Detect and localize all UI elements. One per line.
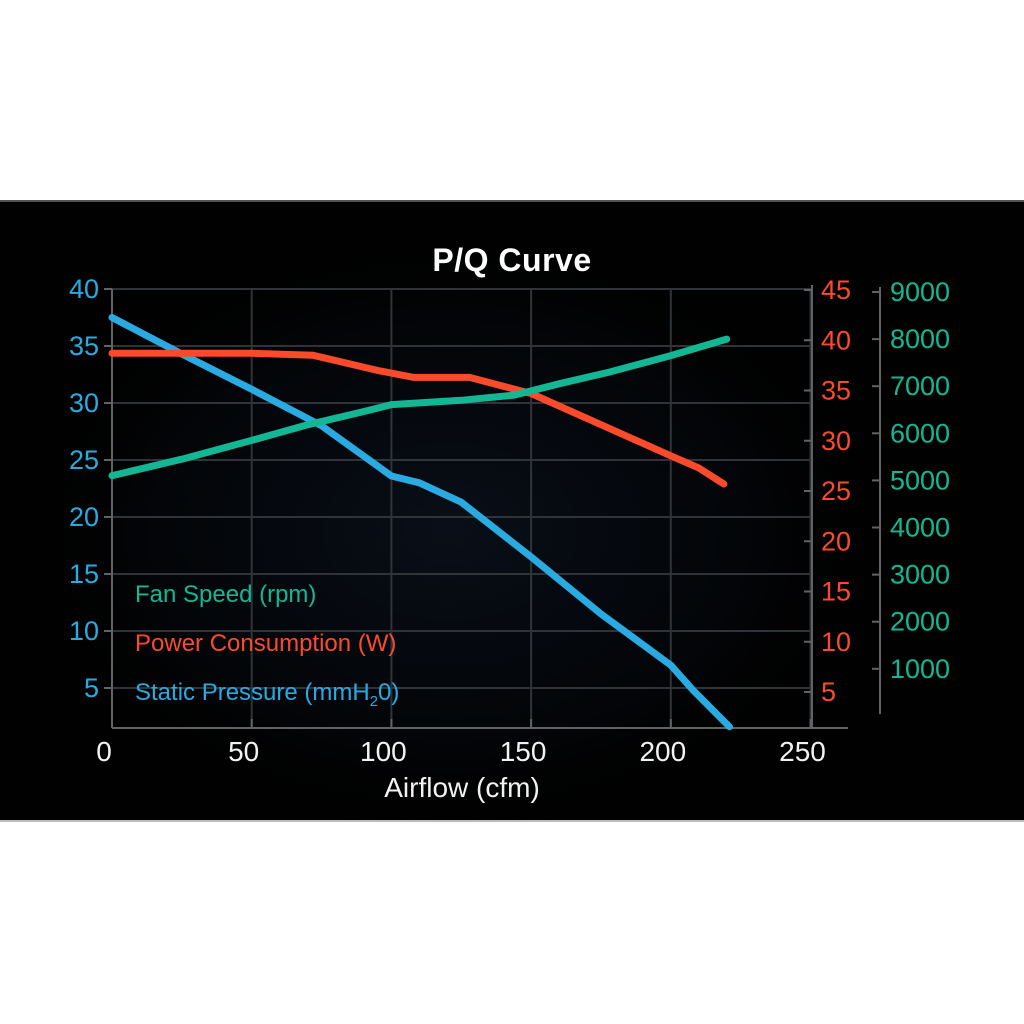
static-pressure-curve [108,314,733,731]
left-axis-tick-label: 15 [69,559,99,589]
x-axis-title: Airflow (cfm) [384,772,540,803]
left-axis-tick-label: 30 [69,388,99,418]
power-axis-tick-label: 40 [821,325,851,355]
legend-static-pressure-subscript: 2 [369,693,378,710]
plot-glow [20,232,880,824]
chart-panel: 40 35 30 25 20 15 10 5 45 40 35 30 25 20 15 10 5 9000 8000… [0,200,1024,824]
fan-speed-axis-tick-label: 5000 [890,465,950,495]
fan-speed-axis-tick-label: 6000 [890,418,950,448]
fan-speed-axis-tick-label: 8000 [890,324,950,354]
fan-speed-axis-tick-label: 7000 [890,371,950,401]
x-axis-tick-label: 50 [228,736,259,767]
power-axis-tick-label: 15 [821,577,851,607]
x-axis-tick-label: 250 [779,736,826,767]
fan-speed-axis-tick-label: 3000 [890,560,950,590]
x-axis-tick-label: 200 [639,736,686,767]
legend: Fan Speed (rpm) Power Consumption (W) St… [135,580,399,727]
fan-speed-axis-tick-label: 4000 [890,513,950,543]
chart-title: P/Q Curve [432,242,592,278]
x-axis-tick-label: 100 [360,736,407,767]
left-axis-tick-label: 10 [69,616,99,646]
fan-speed-axis-tick-label: 1000 [890,654,950,684]
legend-item-power: Power Consumption (W) [135,630,397,657]
chart-svg: 4035302520151054540353025201510590008000… [20,232,950,824]
x-axis-tick-label: 150 [500,736,547,767]
legend-static-pressure-text: Static Pressure (mmH [135,679,370,706]
legend-static-pressure-text-end: 0) [377,679,400,706]
fan-speed-axis-tick-label: 9000 [890,277,950,307]
power-axis-tick-label: 25 [821,476,851,506]
power-axis-tick-label: 45 [821,275,851,305]
fan-speed-curve [108,335,731,480]
left-axis-tick-label: 35 [69,331,99,361]
power-axis-tick-label: 30 [821,426,851,456]
left-axis-tick-label: 25 [69,445,99,475]
x-axis-tick-label: 0 [96,736,112,767]
power-axis-tick-label: 35 [821,376,851,406]
left-axis-tick-label: 20 [69,502,99,532]
left-axis-tick-label: 5 [84,673,99,703]
legend-item-fan-speed: Fan Speed (rpm) [135,581,317,608]
legend-item-static-pressure: Static Pressure (mmH20) [135,678,399,727]
power-curve [108,349,728,488]
power-axis-tick-label: 10 [821,627,851,657]
power-axis-tick-label: 5 [821,677,836,707]
fan-speed-axis-tick-label: 2000 [890,607,950,637]
power-axis-tick-label: 20 [821,526,851,556]
left-axis-tick-label: 40 [69,274,99,304]
